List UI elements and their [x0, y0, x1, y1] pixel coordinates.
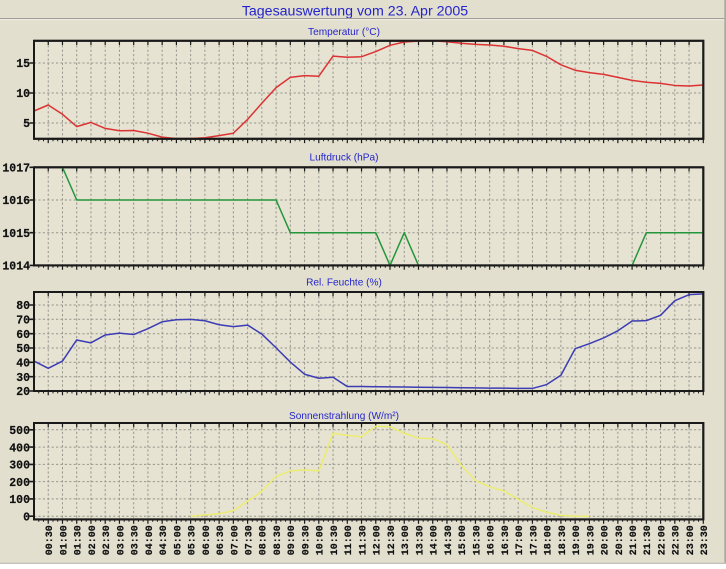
svg-text:Luftdruck (hPa): Luftdruck (hPa)	[309, 153, 378, 164]
svg-text:Tagesauswertung vom 23. Apr 20: Tagesauswertung vom 23. Apr 2005	[242, 4, 468, 20]
svg-text:18:30: 18:30	[558, 525, 569, 555]
svg-text:16:30: 16:30	[501, 525, 512, 555]
svg-text:12:30: 12:30	[387, 525, 398, 555]
svg-text:09:00: 09:00	[287, 525, 298, 555]
svg-text:01:00: 01:00	[59, 525, 70, 555]
svg-text:0: 0	[23, 511, 30, 524]
svg-text:12:00: 12:00	[373, 525, 384, 555]
svg-text:18:00: 18:00	[544, 525, 555, 555]
svg-text:10: 10	[16, 88, 30, 101]
svg-text:07:00: 07:00	[230, 525, 241, 555]
svg-text:04:00: 04:00	[145, 525, 156, 555]
svg-text:00:30: 00:30	[45, 525, 56, 555]
svg-text:11:00: 11:00	[344, 525, 355, 555]
svg-text:1015: 1015	[2, 228, 30, 241]
svg-text:23:30: 23:30	[700, 525, 711, 555]
svg-text:300: 300	[9, 460, 30, 473]
svg-text:09:30: 09:30	[302, 525, 313, 555]
svg-text:40: 40	[16, 358, 30, 371]
svg-text:60: 60	[16, 329, 30, 342]
svg-text:Temperatur (°C): Temperatur (°C)	[308, 27, 380, 38]
svg-text:03:30: 03:30	[131, 525, 142, 555]
svg-text:17:30: 17:30	[529, 525, 540, 555]
svg-text:10:00: 10:00	[316, 525, 327, 555]
svg-text:20:00: 20:00	[601, 525, 612, 555]
svg-text:04:30: 04:30	[159, 525, 170, 555]
svg-text:06:30: 06:30	[216, 525, 227, 555]
svg-text:05:30: 05:30	[188, 525, 199, 555]
svg-text:5: 5	[23, 118, 30, 131]
svg-text:500: 500	[9, 425, 30, 438]
svg-text:08:30: 08:30	[273, 525, 284, 555]
svg-text:11:30: 11:30	[358, 525, 369, 555]
svg-text:1017: 1017	[2, 163, 30, 176]
svg-text:15:30: 15:30	[472, 525, 483, 555]
svg-text:50: 50	[16, 343, 30, 356]
svg-text:08:00: 08:00	[259, 525, 270, 555]
svg-text:14:30: 14:30	[444, 525, 455, 555]
svg-text:06:00: 06:00	[202, 525, 213, 555]
svg-text:1016: 1016	[2, 195, 30, 208]
svg-text:200: 200	[9, 477, 30, 490]
svg-text:22:00: 22:00	[658, 525, 669, 555]
svg-text:100: 100	[9, 494, 30, 507]
svg-text:16:00: 16:00	[487, 525, 498, 555]
svg-text:30: 30	[16, 372, 30, 385]
svg-text:19:00: 19:00	[572, 525, 583, 555]
svg-text:21:30: 21:30	[643, 525, 654, 555]
svg-text:15: 15	[16, 58, 30, 71]
svg-text:19:30: 19:30	[586, 525, 597, 555]
svg-text:21:00: 21:00	[629, 525, 640, 555]
svg-text:13:00: 13:00	[401, 525, 412, 555]
svg-text:70: 70	[16, 315, 30, 328]
svg-text:Sonnenstrahlung (W/m²): Sonnenstrahlung (W/m²)	[289, 411, 399, 422]
svg-text:17:00: 17:00	[515, 525, 526, 555]
svg-text:80: 80	[16, 300, 30, 313]
svg-text:02:00: 02:00	[88, 525, 99, 555]
svg-text:23:00: 23:00	[686, 525, 697, 555]
svg-text:400: 400	[9, 442, 30, 455]
svg-text:10:30: 10:30	[330, 525, 341, 555]
svg-text:22:30: 22:30	[672, 525, 683, 555]
svg-text:Rel. Feuchte (%): Rel. Feuchte (%)	[306, 278, 382, 289]
svg-text:15:00: 15:00	[458, 525, 469, 555]
svg-text:14:00: 14:00	[430, 525, 441, 555]
svg-text:20: 20	[16, 386, 30, 399]
svg-text:13:30: 13:30	[415, 525, 426, 555]
svg-text:1014: 1014	[2, 261, 30, 274]
svg-text:20:30: 20:30	[615, 525, 626, 555]
svg-text:07:30: 07:30	[245, 525, 256, 555]
svg-text:01:30: 01:30	[74, 525, 85, 555]
svg-text:05:00: 05:00	[173, 525, 184, 555]
svg-text:02:30: 02:30	[102, 525, 113, 555]
svg-text:03:00: 03:00	[116, 525, 127, 555]
